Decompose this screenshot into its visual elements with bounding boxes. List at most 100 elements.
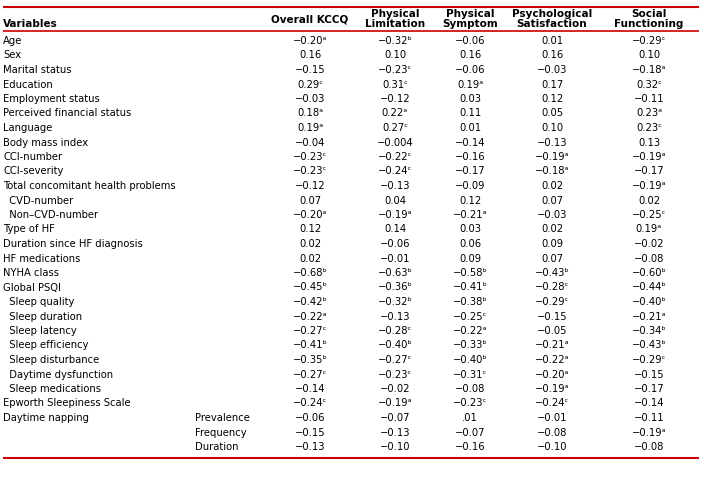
Text: 0.29ᶜ: 0.29ᶜ [297, 79, 323, 90]
Text: CVD-number: CVD-number [3, 196, 73, 206]
Text: −0.23ᶜ: −0.23ᶜ [453, 398, 487, 409]
Text: −0.19ᵃ: −0.19ᵃ [535, 152, 569, 162]
Text: Psychological: Psychological [512, 9, 592, 19]
Text: −0.21ᵃ: −0.21ᵃ [535, 341, 569, 351]
Text: −0.27ᶜ: −0.27ᶜ [378, 355, 412, 365]
Text: −0.40ᵇ: −0.40ᵇ [453, 355, 487, 365]
Text: 0.03: 0.03 [459, 94, 481, 104]
Text: −0.22ᶜ: −0.22ᶜ [378, 152, 412, 162]
Text: Sleep duration: Sleep duration [3, 312, 82, 321]
Text: Sex: Sex [3, 50, 21, 61]
Text: 0.18ᵃ: 0.18ᵃ [297, 108, 323, 118]
Text: −0.08: −0.08 [634, 442, 664, 452]
Text: .01: .01 [462, 413, 478, 423]
Text: 0.10: 0.10 [384, 50, 406, 61]
Text: −0.10: −0.10 [537, 442, 567, 452]
Text: −0.19ᵃ: −0.19ᵃ [535, 384, 569, 394]
Text: Non–CVD-number: Non–CVD-number [3, 210, 98, 220]
Text: −0.18ᵃ: −0.18ᵃ [632, 65, 666, 75]
Text: CCI-severity: CCI-severity [3, 167, 63, 176]
Text: −0.41ᵇ: −0.41ᵇ [453, 282, 487, 292]
Text: Physical: Physical [446, 9, 494, 19]
Text: −0.21ᵃ: −0.21ᵃ [632, 312, 666, 321]
Text: 0.02: 0.02 [541, 224, 563, 235]
Text: −0.14: −0.14 [634, 398, 664, 409]
Text: Employment status: Employment status [3, 94, 100, 104]
Text: −0.24ᶜ: −0.24ᶜ [378, 167, 412, 176]
Text: 0.19ᵃ: 0.19ᵃ [457, 79, 483, 90]
Text: −0.16: −0.16 [455, 442, 485, 452]
Text: −0.15: −0.15 [537, 312, 567, 321]
Text: −0.08: −0.08 [634, 253, 664, 263]
Text: 0.02: 0.02 [299, 239, 321, 249]
Text: −0.09: −0.09 [455, 181, 485, 191]
Text: −0.03: −0.03 [537, 210, 567, 220]
Text: −0.29ᶜ: −0.29ᶜ [535, 297, 569, 307]
Text: 0.10: 0.10 [638, 50, 660, 61]
Text: −0.20ᵃ: −0.20ᵃ [293, 210, 327, 220]
Text: −0.34ᵇ: −0.34ᵇ [632, 326, 666, 336]
Text: NYHA class: NYHA class [3, 268, 59, 278]
Text: Variables: Variables [3, 19, 58, 29]
Text: 0.16: 0.16 [541, 50, 563, 61]
Text: −0.42ᵇ: −0.42ᵇ [293, 297, 327, 307]
Text: −0.44ᵇ: −0.44ᵇ [632, 282, 666, 292]
Text: Sleep latency: Sleep latency [3, 326, 77, 336]
Text: 0.11: 0.11 [459, 108, 481, 118]
Text: 0.06: 0.06 [459, 239, 481, 249]
Text: Education: Education [3, 79, 53, 90]
Text: 0.12: 0.12 [299, 224, 321, 235]
Text: −0.01: −0.01 [380, 253, 410, 263]
Text: −0.12: −0.12 [380, 94, 410, 104]
Text: Sleep disturbance: Sleep disturbance [3, 355, 99, 365]
Text: −0.004: −0.004 [377, 138, 413, 147]
Text: −0.58ᵇ: −0.58ᵇ [453, 268, 487, 278]
Text: −0.31ᶜ: −0.31ᶜ [453, 369, 487, 380]
Text: Functioning: Functioning [614, 19, 684, 29]
Text: 0.17: 0.17 [541, 79, 563, 90]
Text: 0.19ᵃ: 0.19ᵃ [297, 123, 323, 133]
Text: Frequency: Frequency [195, 427, 246, 437]
Text: −0.19ᵃ: −0.19ᵃ [378, 398, 412, 409]
Text: −0.11: −0.11 [634, 413, 664, 423]
Text: −0.20ᵃ: −0.20ᵃ [535, 369, 569, 380]
Text: −0.23ᶜ: −0.23ᶜ [293, 167, 327, 176]
Text: −0.25ᶜ: −0.25ᶜ [453, 312, 487, 321]
Text: −0.02: −0.02 [634, 239, 664, 249]
Text: −0.03: −0.03 [537, 65, 567, 75]
Text: Physical: Physical [371, 9, 419, 19]
Text: Global PSQI: Global PSQI [3, 282, 61, 292]
Text: −0.21ᵃ: −0.21ᵃ [453, 210, 487, 220]
Text: 0.02: 0.02 [638, 196, 660, 206]
Text: Limitation: Limitation [365, 19, 425, 29]
Text: 0.02: 0.02 [541, 181, 563, 191]
Text: −0.08: −0.08 [537, 427, 567, 437]
Text: −0.03: −0.03 [295, 94, 325, 104]
Text: 0.07: 0.07 [541, 196, 563, 206]
Text: 0.13: 0.13 [638, 138, 660, 147]
Text: 0.22ᵃ: 0.22ᵃ [382, 108, 408, 118]
Text: Sleep efficiency: Sleep efficiency [3, 341, 88, 351]
Text: −0.15: −0.15 [295, 65, 325, 75]
Text: −0.20ᵃ: −0.20ᵃ [293, 36, 327, 46]
Text: Daytime dysfunction: Daytime dysfunction [3, 369, 113, 380]
Text: Total concomitant health problems: Total concomitant health problems [3, 181, 176, 191]
Text: Sleep medications: Sleep medications [3, 384, 101, 394]
Text: −0.13: −0.13 [380, 427, 410, 437]
Text: −0.68ᵇ: −0.68ᵇ [293, 268, 327, 278]
Text: 0.09: 0.09 [459, 253, 481, 263]
Text: −0.19ᵃ: −0.19ᵃ [632, 152, 666, 162]
Text: −0.27ᶜ: −0.27ᶜ [293, 326, 327, 336]
Text: −0.02: −0.02 [380, 384, 410, 394]
Text: −0.24ᶜ: −0.24ᶜ [535, 398, 569, 409]
Text: 0.16: 0.16 [299, 50, 321, 61]
Text: −0.16: −0.16 [455, 152, 485, 162]
Text: −0.22ᵃ: −0.22ᵃ [293, 312, 327, 321]
Text: −0.29ᶜ: −0.29ᶜ [632, 36, 666, 46]
Text: −0.17: −0.17 [634, 167, 664, 176]
Text: Satisfaction: Satisfaction [517, 19, 588, 29]
Text: −0.43ᵇ: −0.43ᵇ [632, 341, 666, 351]
Text: Body mass index: Body mass index [3, 138, 88, 147]
Text: 0.12: 0.12 [541, 94, 563, 104]
Text: −0.15: −0.15 [634, 369, 664, 380]
